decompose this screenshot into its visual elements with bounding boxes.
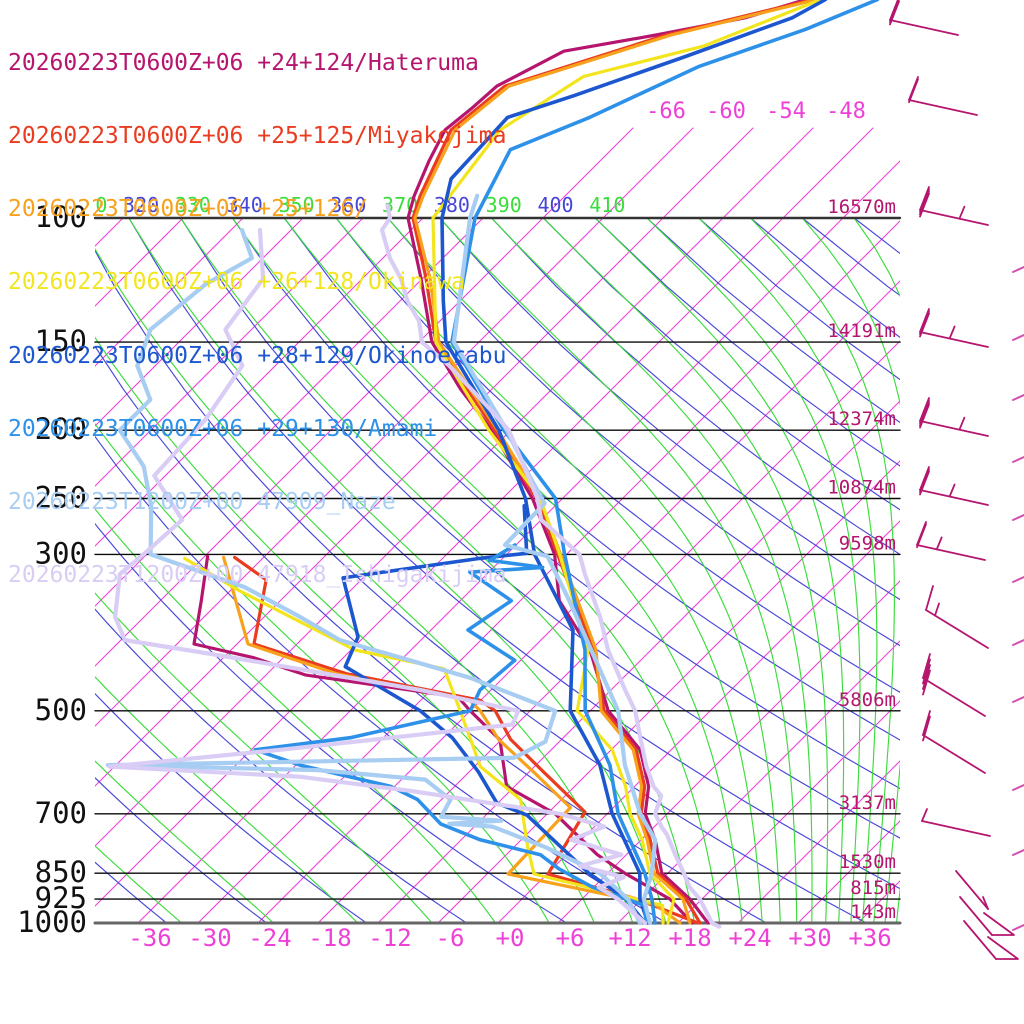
wind-barb bbox=[919, 397, 989, 437]
upper-isotherm-label: -60 bbox=[706, 99, 746, 124]
theta-label: 360 bbox=[330, 193, 366, 217]
wind-barb bbox=[919, 186, 989, 226]
legend: 20260223T0600Z+06 +24+124/Hateruma 20260… bbox=[8, 2, 507, 636]
dewpoint-trace bbox=[183, 556, 665, 925]
pressure-tick-label: 250 bbox=[35, 481, 87, 515]
legend-item: 20260223T0600Z+06 +26+128/Okinawa bbox=[8, 269, 465, 296]
temperature-tick-label: -12 bbox=[368, 924, 411, 952]
theta-label: 380 bbox=[434, 193, 470, 217]
wind-barb bbox=[919, 466, 989, 506]
temperature-tick-label: -24 bbox=[248, 924, 291, 952]
edge-barb-tick bbox=[1012, 849, 1024, 856]
upper-isotherm-label: -48 bbox=[826, 99, 866, 124]
upper-isotherm-label: -54 bbox=[766, 99, 806, 124]
dewpoint-trace bbox=[105, 227, 643, 926]
height-label: 14191m bbox=[827, 320, 896, 342]
legend-item: 20260223T0600Z+06 +25+125/Miyakojima bbox=[8, 123, 507, 150]
height-label: 5806m bbox=[839, 689, 896, 711]
temperature-tick-label: +0 bbox=[496, 924, 525, 952]
edge-barb-tick bbox=[1012, 456, 1024, 463]
height-label: 815m bbox=[850, 877, 896, 899]
pressure-tick-label: 150 bbox=[35, 324, 87, 358]
theta-label: 410 bbox=[589, 193, 625, 217]
theta-label: 340 bbox=[227, 193, 263, 217]
edge-barb-tick bbox=[1012, 576, 1024, 583]
pressure-tick-label: 500 bbox=[35, 693, 87, 727]
pressure-tick-label: 100 bbox=[35, 200, 87, 234]
theta-label: 320 bbox=[123, 193, 159, 217]
wind-barb bbox=[963, 920, 1019, 960]
dewpoint-trace bbox=[222, 555, 682, 925]
wind-barb bbox=[925, 585, 989, 649]
legend-item: 20260223T1200Z+00 47918_Ishigakijima bbox=[8, 562, 507, 589]
temperature-tick-label: -18 bbox=[308, 924, 351, 952]
height-label: 10874m bbox=[827, 477, 896, 499]
temperature-tick-label: +18 bbox=[668, 924, 711, 952]
wind-barb bbox=[889, 0, 959, 36]
temperature-tick-label: -36 bbox=[128, 924, 171, 952]
temperature-tick-label: +12 bbox=[608, 924, 651, 952]
theta-label: 390 bbox=[486, 193, 522, 217]
temperature-trace bbox=[440, 0, 828, 925]
height-label: 16570m bbox=[827, 196, 896, 218]
edge-barb-tick bbox=[1012, 514, 1024, 521]
temperature-tick-label: -6 bbox=[436, 924, 465, 952]
height-label: 1530m bbox=[839, 851, 896, 873]
temperature-trace bbox=[450, 0, 880, 925]
edge-barb-tick bbox=[1012, 924, 1024, 931]
temperature-trace bbox=[451, 193, 658, 926]
theta-label: 330 bbox=[175, 193, 211, 217]
height-label: 9598m bbox=[839, 532, 896, 554]
temperature-tick-label: +24 bbox=[728, 924, 771, 952]
theta-label: 350 bbox=[278, 193, 314, 217]
legend-item: 20260223T0600Z+06 +25+126/ bbox=[8, 196, 369, 223]
wind-barb bbox=[921, 808, 991, 837]
pressure-tick-label: 700 bbox=[35, 796, 87, 830]
pressure-tick-label: 200 bbox=[35, 412, 87, 446]
legend-item: 20260223T1200Z+00 47909_Naze bbox=[8, 489, 396, 516]
temperature-trace bbox=[379, 203, 722, 929]
wind-barb bbox=[922, 710, 986, 774]
wind-barb bbox=[959, 896, 1015, 936]
wind-barb bbox=[916, 521, 986, 561]
pressure-tick-label: 850 bbox=[35, 855, 87, 889]
sounding-traces bbox=[105, 0, 880, 929]
pressure-tick-label: 925 bbox=[35, 881, 87, 915]
temperature-tick-label: +6 bbox=[556, 924, 585, 952]
dewpoint-trace bbox=[107, 227, 648, 926]
wind-barbs bbox=[889, 0, 1024, 960]
pressure-tick-label: 300 bbox=[35, 536, 87, 570]
pressure-tick-label: 1000 bbox=[17, 905, 87, 939]
theta-labels: 310 320 330 340 350 360 370 380 390 400 410 bbox=[71, 193, 625, 217]
wind-barb bbox=[919, 308, 989, 348]
edge-barb-tick bbox=[1012, 394, 1024, 401]
height-label: 143m bbox=[850, 901, 896, 923]
edge-barb-tick bbox=[1012, 639, 1024, 646]
theta-label: 310 bbox=[71, 193, 107, 217]
temperature-tick-label: -30 bbox=[188, 924, 231, 952]
upper-isotherm-label: -66 bbox=[646, 99, 686, 124]
edge-barb-tick bbox=[1012, 334, 1024, 341]
edge-barb-tick bbox=[1012, 784, 1024, 791]
temperature-tick-label: +30 bbox=[788, 924, 831, 952]
legend-item: 20260223T0600Z+06 +28+129/Okinoerabu bbox=[8, 342, 507, 369]
edge-barb-tick bbox=[1012, 266, 1024, 273]
legend-item: 20260223T0600Z+06 +29+130/Amami bbox=[8, 415, 438, 442]
height-label: 3137m bbox=[839, 792, 896, 814]
theta-label: 400 bbox=[537, 193, 573, 217]
wind-barb bbox=[922, 653, 986, 717]
temperature-tick-label: +36 bbox=[848, 924, 891, 952]
edge-barb-tick bbox=[1012, 696, 1024, 703]
wind-barb bbox=[908, 76, 978, 116]
legend-item: 20260223T0600Z+06 +24+124/Hateruma bbox=[8, 49, 479, 76]
wind-barb bbox=[955, 870, 989, 910]
height-label: 12374m bbox=[827, 408, 896, 430]
dewpoint-trace bbox=[253, 543, 648, 925]
